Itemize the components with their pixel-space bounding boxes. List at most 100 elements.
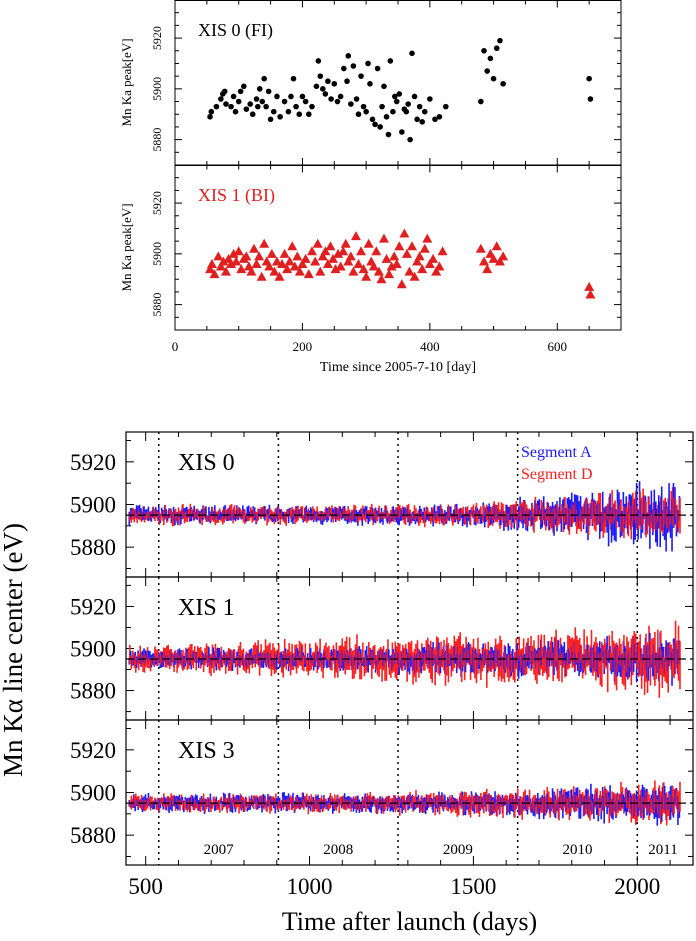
data-point <box>259 238 270 248</box>
data-point <box>419 119 426 125</box>
data-point <box>328 96 334 102</box>
data-point <box>384 269 395 279</box>
data-point <box>371 246 382 256</box>
data-point <box>399 129 405 135</box>
y-tick-label: 5900 <box>70 781 116 806</box>
data-point <box>299 93 306 100</box>
data-point <box>363 108 369 115</box>
data-point <box>282 264 293 274</box>
data-point <box>353 259 364 268</box>
x-tick-label: 200 <box>293 339 313 354</box>
data-point <box>427 96 433 102</box>
data-point <box>428 253 439 263</box>
x-tick-label: 600 <box>548 339 568 354</box>
data-point <box>361 271 372 281</box>
x-axis-label: Time after launch (days) <box>282 907 537 936</box>
data-point <box>328 253 339 263</box>
y-tick-label: 5880 <box>150 293 164 317</box>
data-point <box>422 233 433 243</box>
data-point <box>475 243 486 253</box>
data-point <box>228 103 234 110</box>
data-point <box>355 111 362 118</box>
data-point <box>320 86 326 92</box>
data-point <box>381 83 387 90</box>
data-point <box>261 75 268 82</box>
y-tick-label: 5900 <box>150 77 164 101</box>
data-point <box>218 256 229 266</box>
data-point <box>270 108 277 115</box>
data-point <box>284 256 295 266</box>
data-point <box>348 101 354 107</box>
data-point <box>335 261 346 271</box>
data-point <box>389 251 400 261</box>
data-point <box>325 78 331 85</box>
data-point <box>302 98 309 105</box>
data-point <box>390 108 396 115</box>
x-tick-label: 1000 <box>287 874 333 899</box>
data-point <box>296 111 303 118</box>
data-point <box>416 103 423 110</box>
data-point <box>358 264 369 274</box>
data-point <box>281 98 288 105</box>
data-point <box>360 103 367 110</box>
data-point <box>322 91 329 97</box>
data-point <box>263 103 269 110</box>
y-tick-label: 5920 <box>150 26 164 50</box>
data-point <box>306 246 317 256</box>
data-point <box>353 96 360 102</box>
data-point <box>287 241 298 251</box>
data-point <box>341 65 347 72</box>
data-point <box>213 251 224 261</box>
bottom-panel-0: 5880 5900 5920 XIS 0 <box>70 431 694 578</box>
year-label: 2011 <box>648 842 677 858</box>
y-tick-label: 5880 <box>70 679 116 704</box>
data-point <box>424 259 435 268</box>
data-point <box>274 93 280 100</box>
data-point <box>274 271 285 281</box>
data-point <box>271 256 282 266</box>
panel-label: XIS 3 <box>178 738 235 764</box>
data-point <box>387 58 394 64</box>
data-point <box>478 98 484 105</box>
data-point <box>403 108 410 115</box>
y-axis-label: Mn Ka peak[eV] <box>119 38 134 126</box>
bottom-panel-2: 5880 5900 5920 XIS 3 <box>70 719 694 866</box>
data-point <box>277 259 288 268</box>
data-point <box>500 80 506 87</box>
data-point <box>233 246 244 256</box>
data-point <box>303 269 314 279</box>
data-point <box>297 259 308 268</box>
data-point <box>491 241 502 251</box>
data-point <box>350 231 361 241</box>
data-point <box>411 93 418 100</box>
data-point <box>337 93 344 100</box>
data-point <box>358 73 364 79</box>
data-point <box>269 266 280 276</box>
top-panel-0: 5880 5900 5920 Mn Ka peak[eV] XIS 0 (FI) <box>119 0 622 166</box>
data-point <box>392 93 398 100</box>
data-point <box>401 248 412 258</box>
data-point <box>334 98 341 105</box>
data-point <box>317 251 328 261</box>
data-point <box>367 80 373 87</box>
data-point <box>394 241 405 251</box>
panel-label: XIS 1 (BI) <box>198 185 275 206</box>
data-point <box>249 243 260 253</box>
panel-label: XIS 0 <box>178 450 235 476</box>
y-tick-label: 5920 <box>150 191 164 215</box>
data-point <box>482 264 493 274</box>
data-point <box>338 246 349 256</box>
x-tick-label: 500 <box>128 874 163 899</box>
x-tick-label: 2000 <box>614 874 660 899</box>
data-point <box>363 238 374 248</box>
data-point <box>221 88 228 95</box>
data-point <box>315 58 322 64</box>
data-point <box>241 83 247 90</box>
data-point <box>385 131 392 138</box>
data-point <box>407 241 418 251</box>
data-point <box>479 256 490 266</box>
y-tick-label: 5920 <box>70 450 116 475</box>
data-point <box>431 266 442 276</box>
x-tick-label: 0 <box>172 339 179 354</box>
data-point <box>417 264 428 274</box>
